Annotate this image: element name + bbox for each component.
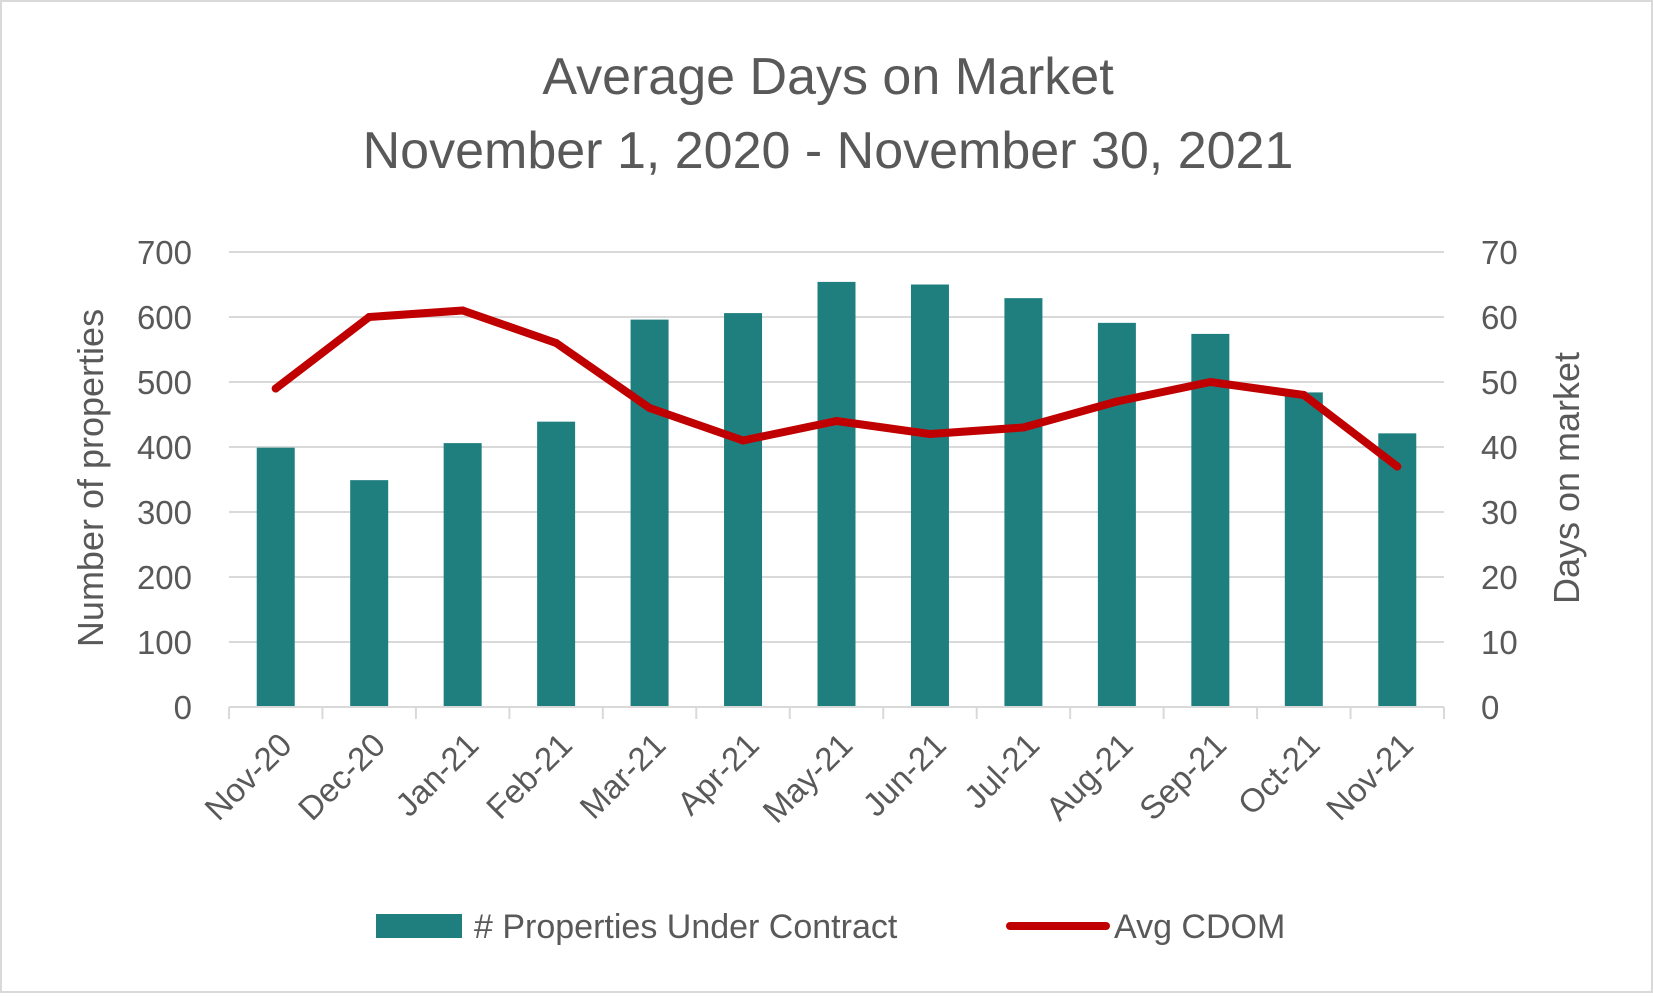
y2-tick-label: 60 — [1481, 299, 1518, 336]
cdom-point — [1112, 397, 1121, 406]
y2-tick-label: 40 — [1481, 429, 1518, 466]
bar — [443, 443, 482, 707]
y-tick-label: 700 — [137, 234, 192, 271]
cdom-point — [1299, 391, 1308, 399]
y-tick-label: 100 — [137, 624, 192, 661]
bar — [724, 313, 763, 707]
legend-bar-label: # Properties Under Contract — [474, 908, 898, 946]
chart-title: Average Days on Market — [542, 48, 1114, 106]
cdom-point — [1206, 378, 1215, 386]
bar — [1004, 298, 1043, 707]
bar — [1378, 433, 1417, 707]
line-series — [271, 306, 1402, 471]
x-tick-label: Nov-21 — [1319, 726, 1420, 827]
y-tick-label: 200 — [137, 559, 192, 596]
x-tick-label: May-21 — [755, 726, 859, 830]
x-tick-label: Sep-21 — [1132, 726, 1233, 827]
y-tick-label: 500 — [137, 364, 192, 401]
x-tick-label: Mar-21 — [572, 726, 672, 826]
y-axis-title: Number of properties — [70, 309, 111, 647]
x-tick-label: Jun-21 — [855, 726, 953, 824]
y2-tick-label: 10 — [1481, 624, 1518, 661]
legend-line-label: Avg CDOM — [1114, 908, 1285, 946]
cdom-point — [645, 404, 654, 412]
cdom-point — [739, 436, 748, 445]
y-tick-label: 300 — [137, 494, 192, 531]
cdom-point — [925, 430, 934, 438]
bar — [630, 319, 669, 707]
y2-tick-label: 50 — [1481, 364, 1518, 401]
x-tick-label: Jul-21 — [957, 726, 1047, 816]
x-tick-label: Oct-21 — [1231, 726, 1327, 822]
bar — [1284, 392, 1323, 707]
y2-tick-label: 30 — [1481, 494, 1518, 531]
cdom-point — [458, 306, 467, 315]
y2-tick-label: 0 — [1481, 689, 1499, 726]
chart-subtitle: November 1, 2020 - November 30, 2021 — [363, 122, 1294, 180]
y2-axis-title: Days on market — [1546, 352, 1587, 604]
y2-tick-label: 70 — [1481, 234, 1518, 271]
bar — [537, 421, 576, 707]
legend-bar-swatch — [376, 914, 462, 938]
x-tick-label: Nov-20 — [197, 726, 298, 827]
y2-tick-label: 20 — [1481, 559, 1518, 596]
x-tick-label: Feb-21 — [479, 726, 579, 826]
cdom-point — [1393, 462, 1402, 471]
x-tick-label: Aug-21 — [1038, 726, 1139, 827]
bar — [1097, 322, 1136, 707]
y-tick-label: 600 — [137, 299, 192, 336]
cdom-point — [271, 384, 280, 393]
cdom-point — [552, 339, 561, 347]
bar — [910, 284, 949, 707]
x-tick-label: Dec-20 — [291, 726, 392, 827]
bar — [350, 480, 389, 707]
y-tick-label: 0 — [174, 689, 192, 726]
cdom-point — [365, 313, 374, 321]
bar — [256, 447, 295, 707]
legend: # Properties Under Contract Avg CDOM — [376, 908, 1285, 946]
y-tick-label: 400 — [137, 429, 192, 466]
bar-series — [256, 281, 1417, 707]
cdom-point — [1019, 423, 1028, 432]
x-tick-label: Apr-21 — [670, 726, 766, 822]
x-tick-label: Jan-21 — [388, 726, 486, 824]
cdom-point — [832, 417, 841, 425]
bar — [817, 281, 856, 707]
bar — [1191, 333, 1230, 707]
